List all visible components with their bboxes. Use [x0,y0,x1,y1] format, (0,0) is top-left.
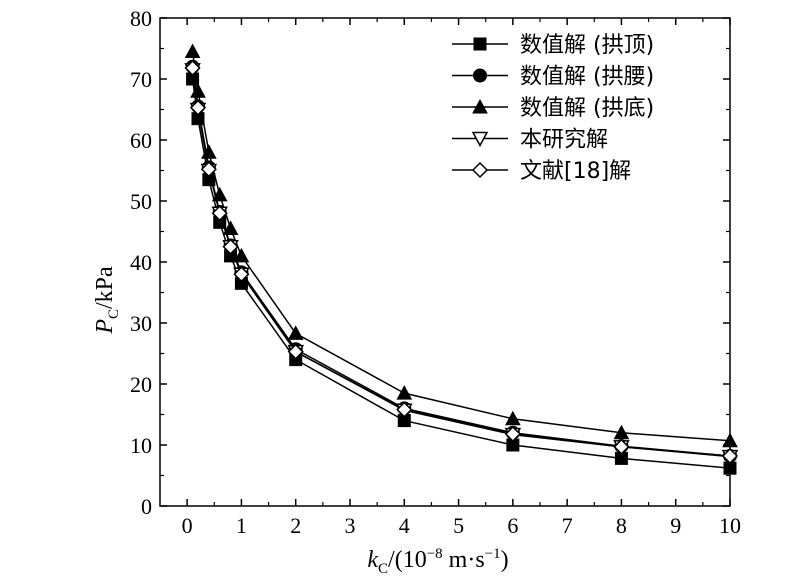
legend-marker [471,161,489,179]
legend-item-4: 本研究解 [452,128,608,153]
series-3 [184,43,738,448]
series-5-point [613,438,630,455]
series-4 [184,63,739,466]
series-5-point [222,238,239,255]
legend-label: 本研究解 [520,128,608,153]
legend-item-5: 文献[18]解 [452,159,631,184]
series-3-point [184,43,201,59]
y-axis-title: PC/kPa [92,266,122,335]
y-tick-label: 30 [130,311,152,336]
series-3-point [722,432,738,448]
series-5-point [504,425,521,443]
y-tick-label: 80 [130,6,152,31]
series-5-point [233,266,250,283]
series-3-point [396,385,413,400]
x-tick-label: 7 [562,513,573,538]
series-5-point [189,99,207,116]
legend-label: 文献[18]解 [520,159,631,184]
series-5-point [396,401,413,418]
legend-item-2: 数值解 (拱腰) [452,65,654,90]
series-3-point [287,325,304,340]
legend-marker [473,68,487,83]
y-tick-label: 20 [130,372,152,397]
series-5 [184,59,739,465]
x-tick-label: 4 [399,513,410,538]
series-5-point [287,343,304,360]
series-2-line [191,66,731,457]
x-tick-label: 9 [670,513,681,538]
series-layer [184,43,739,475]
y-tick-label: 40 [130,250,152,275]
legend-item-3: 数值解 (拱底) [452,96,654,121]
x-tick-label: 2 [290,513,301,538]
x-tick-label: 8 [616,513,627,538]
y-tick-label: 50 [130,189,152,214]
legend-marker [472,98,488,114]
series-3-point [233,247,250,263]
series-3-point [505,410,521,426]
x-tick-label: 1 [236,513,247,538]
series-4-line [191,69,731,458]
series-5-point [184,59,201,77]
y-tick-label: 70 [130,67,152,92]
y-tick-label: 60 [130,128,152,153]
series-5-line [191,67,731,457]
legend-marker [471,131,489,148]
x-tick-label: 10 [719,513,741,538]
x-axis-title: kC/(10−8 m·s−1) [367,546,508,577]
x-tick-label: 3 [345,513,356,538]
legend-label: 数值解 (拱腰) [520,65,654,90]
x-axis: 0 1 2 3 4 5 6 7 8 9 10 [182,18,741,538]
y-tick-label: 0 [141,494,152,519]
legend-label: 数值解 (拱顶) [520,33,654,58]
x-tick-label: 0 [182,513,193,538]
series-5-point [200,161,217,178]
legend-marker [473,37,487,51]
legend-item-1: 数值解 (拱顶) [452,33,654,58]
y-tick-label: 10 [130,433,152,458]
y-axis: 0 10 20 30 40 50 60 70 80 [130,6,730,519]
series-1 [186,72,737,475]
series-1-line [191,78,731,469]
series-3-point [190,83,206,98]
legend-label: 数值解 (拱底) [520,96,654,121]
x-tick-label: 5 [453,513,464,538]
series-5-point [211,205,228,222]
series-3-point [222,220,239,235]
x-tick-label: 6 [507,513,518,538]
series-5-point [721,447,739,465]
